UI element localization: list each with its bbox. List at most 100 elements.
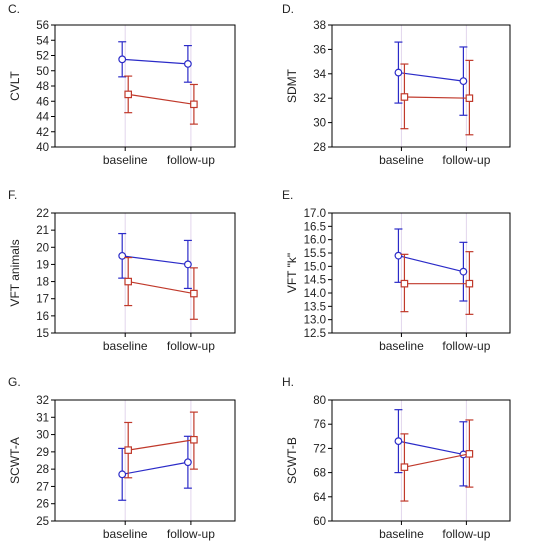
y-tick-label: 27 — [36, 481, 49, 493]
x-category-label: follow-up — [167, 527, 215, 541]
data-point-square — [124, 277, 133, 286]
x-category-label: follow-up — [442, 153, 490, 167]
chart-panel: 15 16 17 18 19 20 21 22 baseline follow-up VFT ani… — [8, 188, 236, 353]
chart-panel: 60 64 68 72 76 80 baseline follow-up SCWT-B H. — [282, 375, 511, 541]
y-tick-label: 48 — [36, 81, 49, 93]
y-tick-label: 20 — [36, 242, 49, 254]
x-category-label: follow-up — [442, 527, 490, 541]
y-axis-label: CVLT — [8, 70, 22, 100]
y-tick-label: 34 — [313, 69, 326, 81]
y-tick-label: 16.0 — [304, 235, 326, 247]
y-tick-label: 72 — [313, 443, 326, 455]
y-tick-label: 21 — [36, 225, 49, 237]
panel-label: C. — [8, 2, 20, 16]
x-category-label: follow-up — [442, 339, 490, 353]
plot-frame — [54, 212, 236, 334]
y-axis-label: SCWT-A — [8, 437, 22, 484]
series-line — [128, 439, 194, 451]
data-point-square — [400, 93, 409, 101]
y-tick-label: 54 — [36, 35, 49, 47]
y-tick-label: 13.5 — [304, 301, 326, 313]
plot-frame — [331, 399, 511, 522]
y-tick-label: 56 — [36, 20, 49, 32]
panel-label: G. — [8, 375, 21, 389]
y-tick-label: 76 — [313, 419, 326, 431]
y-tick-label: 29 — [36, 447, 49, 459]
y-tick-label: 19 — [36, 259, 49, 271]
data-point-circle — [394, 68, 403, 77]
data-point-square — [400, 279, 409, 288]
y-tick-label: 14.0 — [304, 288, 326, 300]
y-tick-label: 38 — [313, 20, 326, 32]
y-tick-label: 28 — [313, 142, 326, 154]
data-point-square — [400, 463, 409, 471]
panel-label: F. — [8, 188, 17, 202]
data-point-square — [465, 279, 474, 288]
y-tick-label: 32 — [36, 395, 49, 407]
y-tick-label: 36 — [313, 44, 326, 56]
y-tick-label: 17 — [36, 294, 49, 306]
series-line — [398, 255, 464, 273]
data-point-circle — [459, 267, 468, 276]
data-point-square — [465, 450, 474, 458]
y-tick-label: 31 — [36, 412, 49, 424]
panel-label: D. — [282, 2, 294, 16]
series-line — [122, 461, 189, 475]
y-tick-label: 42 — [36, 127, 49, 139]
y-tick-label: 16 — [36, 311, 49, 323]
chart-panel: 28 30 32 34 36 38 baseline follow-up SDMT D. — [282, 2, 511, 167]
data-point-square — [124, 90, 133, 99]
x-category-label: baseline — [103, 527, 148, 541]
y-tick-label: 22 — [36, 208, 49, 220]
data-point-circle — [394, 251, 403, 260]
y-tick-label: 80 — [313, 395, 326, 407]
y-tick-label: 50 — [36, 66, 49, 78]
plot-frame — [331, 212, 511, 334]
series-line — [404, 96, 470, 99]
x-category-label: baseline — [103, 339, 148, 353]
series-line — [128, 93, 194, 105]
y-tick-label: 16.5 — [304, 221, 326, 233]
x-category-label: follow-up — [167, 339, 215, 353]
y-tick-label: 25 — [36, 516, 49, 528]
y-tick-label: 64 — [313, 492, 326, 504]
data-point-circle — [183, 458, 192, 467]
chart-panel: 40 42 44 46 48 50 52 54 56 baseline follow-up CVLT C… — [8, 2, 236, 167]
y-tick-label: 14.5 — [304, 275, 326, 287]
series-line — [398, 71, 464, 82]
y-tick-label: 28 — [36, 464, 49, 476]
y-tick-label: 17.0 — [304, 208, 326, 220]
plot-frame — [54, 399, 236, 522]
y-tick-label: 68 — [313, 468, 326, 480]
data-point-circle — [118, 251, 127, 260]
y-tick-label: 52 — [36, 51, 49, 63]
y-tick-label: 13.0 — [304, 315, 326, 327]
plot-frame — [331, 24, 511, 148]
series-line — [404, 453, 470, 468]
chart-panel: 25 26 27 28 29 30 31 32 baseline follow-up SCWT-A G… — [8, 375, 236, 541]
data-point-circle — [459, 77, 468, 86]
data-point-square — [124, 446, 133, 454]
data-point-circle — [118, 470, 127, 479]
x-category-label: baseline — [379, 527, 424, 541]
panel-label: E. — [282, 188, 293, 202]
y-tick-label: 60 — [313, 516, 326, 528]
y-tick-label: 15.0 — [304, 261, 326, 273]
y-axis-label: VFT "k" — [285, 253, 299, 293]
series-line — [398, 440, 464, 456]
data-point-square — [190, 100, 198, 109]
y-axis-label: SDMT — [285, 68, 299, 103]
x-category-label: baseline — [103, 153, 148, 167]
panel-label: H. — [282, 375, 294, 389]
x-category-label: baseline — [379, 339, 424, 353]
data-point-square — [190, 289, 198, 298]
x-category-label: follow-up — [167, 153, 215, 167]
series-line — [122, 255, 188, 266]
y-tick-label: 30 — [313, 118, 326, 130]
x-category-label: baseline — [379, 153, 424, 167]
chart-panel: 12.513.0 13.514.014.5 15.015.516.0 16.517.0… — [282, 188, 511, 353]
y-tick-label: 30 — [36, 430, 49, 442]
data-point-circle — [183, 59, 192, 68]
data-point-circle — [118, 55, 127, 64]
